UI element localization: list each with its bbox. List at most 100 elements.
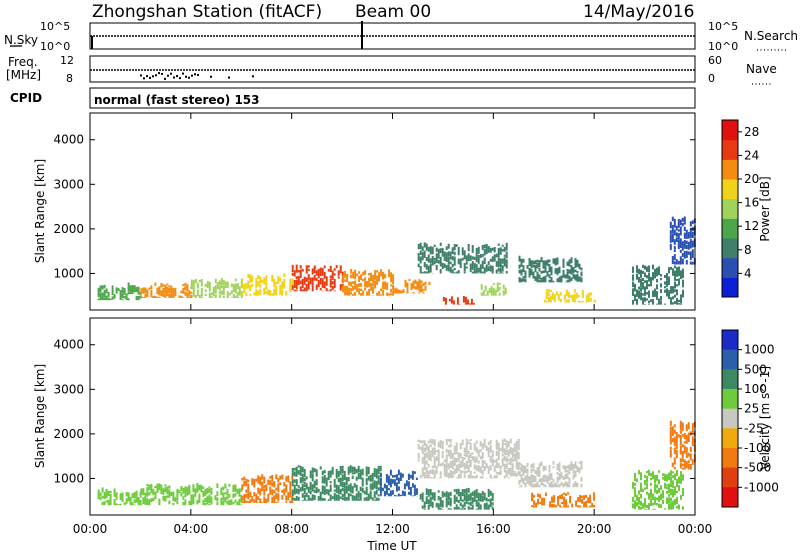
echo-cell xyxy=(439,248,442,254)
echo-cell xyxy=(662,490,664,499)
echo-cell xyxy=(253,502,256,503)
echo-cell xyxy=(362,290,365,296)
echo-cell xyxy=(574,481,577,487)
nave-label: Nave xyxy=(746,62,777,76)
echo-cell xyxy=(465,470,468,474)
echo-cell xyxy=(461,470,464,473)
echo-cell xyxy=(238,286,241,296)
echo-cell xyxy=(484,285,487,292)
echo-cell xyxy=(371,472,374,482)
echo-cell xyxy=(350,274,353,279)
echo-cell xyxy=(564,481,567,487)
echo-cell xyxy=(238,498,241,506)
echo-cell xyxy=(453,251,456,256)
echo-cell xyxy=(471,491,474,496)
echo-cell xyxy=(450,296,453,304)
echo-cell xyxy=(576,482,579,488)
echo-cell xyxy=(576,465,579,472)
echo-cell xyxy=(386,292,389,296)
echo-cell xyxy=(681,463,684,467)
echo-cell xyxy=(142,497,145,504)
echo-cell xyxy=(309,497,312,501)
echo-cell xyxy=(423,242,426,248)
echo-cell xyxy=(472,303,475,305)
echo-cell xyxy=(491,265,494,274)
echo-cell xyxy=(495,450,498,456)
echo-cell xyxy=(507,452,510,457)
echo-cell xyxy=(368,277,371,287)
echo-cell xyxy=(548,259,551,263)
echo-cell xyxy=(549,295,552,303)
echo-cell xyxy=(245,283,248,290)
echo-cell xyxy=(672,475,674,479)
echo-cell xyxy=(433,470,436,479)
echo-cell xyxy=(220,285,223,289)
echo-cell xyxy=(192,287,195,297)
echo-cell xyxy=(230,283,233,288)
echo-cell xyxy=(479,504,482,510)
echo-cell xyxy=(210,488,213,491)
echo-cell xyxy=(150,285,153,290)
echo-cell xyxy=(305,499,308,501)
echo-cell xyxy=(367,466,370,475)
echo-cell xyxy=(156,287,159,295)
echo-cell xyxy=(518,486,521,488)
echo-cell xyxy=(337,485,340,495)
echo-cell xyxy=(214,285,217,294)
echo-cell xyxy=(453,268,456,271)
echo-cell xyxy=(148,287,151,290)
echo-cell xyxy=(471,497,474,504)
echo-cell xyxy=(315,270,318,276)
echo-cell xyxy=(481,469,484,476)
echo-cell xyxy=(483,438,486,448)
echo-cell xyxy=(453,468,456,475)
echo-cell xyxy=(293,484,296,495)
echo-cell xyxy=(487,466,490,475)
echo-cell xyxy=(393,475,396,478)
echo-cell xyxy=(675,237,678,243)
echo-cell xyxy=(666,474,668,482)
echo-cell xyxy=(425,443,428,451)
echo-cell xyxy=(538,484,541,488)
nave-point xyxy=(149,76,151,79)
echo-cell xyxy=(652,272,654,281)
echo-cell xyxy=(283,488,286,496)
echo-cell xyxy=(142,287,145,294)
echo-cell xyxy=(449,450,452,460)
echo-cell xyxy=(532,260,535,265)
echo-cell xyxy=(329,288,332,292)
echo-cell xyxy=(182,287,185,294)
echo-cell xyxy=(441,248,444,257)
echo-cell xyxy=(375,497,378,501)
echo-cell xyxy=(505,259,508,269)
echo-cell xyxy=(578,467,581,474)
echo-cell xyxy=(475,256,478,263)
echo-cell xyxy=(505,251,508,259)
echo-cell xyxy=(226,291,229,298)
echo-cell xyxy=(232,502,235,505)
echo-cell xyxy=(495,261,498,267)
echo-cell xyxy=(162,495,165,501)
echo-cell xyxy=(139,500,142,506)
echo-cell xyxy=(670,488,672,496)
echo-cell xyxy=(648,272,650,282)
echo-cell xyxy=(404,279,407,288)
echo-cell xyxy=(369,494,372,500)
echo-cell xyxy=(685,244,688,250)
echo-cell xyxy=(390,284,393,287)
echo-cell xyxy=(115,492,118,500)
nsearch-tick-low: 10^0 xyxy=(708,40,738,53)
echo-cell xyxy=(550,481,553,488)
echo-cell xyxy=(342,274,345,284)
echo-cell xyxy=(156,296,159,298)
echo-cell xyxy=(672,302,674,305)
echo-cell xyxy=(265,275,268,282)
echo-cell xyxy=(456,297,459,305)
echo-cell xyxy=(505,470,508,477)
echo-cell xyxy=(455,488,458,495)
echo-cell xyxy=(550,473,553,480)
echo-cell xyxy=(463,457,466,460)
echo-cell xyxy=(547,289,550,292)
echo-cell xyxy=(461,504,464,508)
